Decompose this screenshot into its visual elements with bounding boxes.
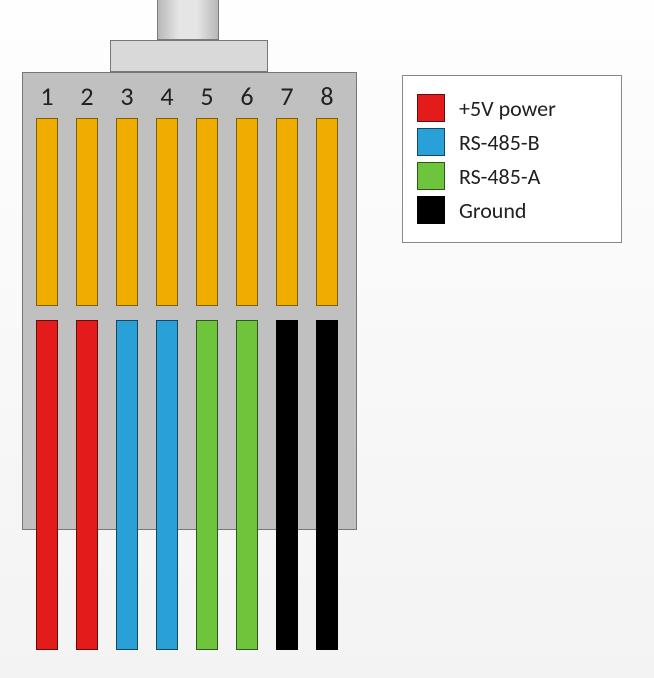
legend-label: +5V power [459, 95, 556, 122]
cable-stub [157, 0, 219, 40]
pin-number: 6 [240, 80, 253, 112]
wire-6 [236, 320, 258, 650]
wire-2 [76, 320, 98, 650]
gold-contact [36, 118, 58, 306]
gold-contact [156, 118, 178, 306]
pin-number: 8 [320, 80, 333, 112]
gold-contact [316, 118, 338, 306]
pin-number: 4 [160, 80, 173, 112]
legend-item-rs485b: RS-485-B [417, 128, 607, 156]
gold-contact [276, 118, 298, 306]
legend-item-ground: Ground [417, 196, 607, 224]
pin-5: 5 [196, 80, 218, 306]
strain-relief [110, 40, 268, 72]
legend-item-rs485a: RS-485-A [417, 162, 607, 190]
gold-contact [76, 118, 98, 306]
pin-1: 1 [36, 80, 58, 306]
legend-swatch [417, 196, 445, 224]
legend-swatch [417, 128, 445, 156]
pin-number: 1 [40, 80, 53, 112]
legend-item-5v: +5V power [417, 94, 607, 122]
wire-8 [316, 320, 338, 650]
legend-label: RS-485-B [459, 129, 540, 156]
legend-label: Ground [459, 197, 526, 224]
pin-6: 6 [236, 80, 258, 306]
wire-7 [276, 320, 298, 650]
wire-3 [116, 320, 138, 650]
gold-contact [236, 118, 258, 306]
pin-number: 5 [200, 80, 213, 112]
gold-contact [196, 118, 218, 306]
gold-contact [116, 118, 138, 306]
pin-number: 2 [80, 80, 93, 112]
pin-number: 3 [120, 80, 133, 112]
legend: +5V power RS-485-B RS-485-A Ground [402, 75, 622, 243]
wire-1 [36, 320, 58, 650]
legend-swatch [417, 162, 445, 190]
wire-5 [196, 320, 218, 650]
pin-number: 7 [280, 80, 293, 112]
pin-row: 1 2 3 4 5 6 7 8 [36, 80, 346, 306]
legend-label: RS-485-A [459, 163, 540, 190]
pin-8: 8 [316, 80, 338, 306]
legend-swatch [417, 94, 445, 122]
pin-2: 2 [76, 80, 98, 306]
wire-4 [156, 320, 178, 650]
pin-3: 3 [116, 80, 138, 306]
pin-4: 4 [156, 80, 178, 306]
pin-7: 7 [276, 80, 298, 306]
